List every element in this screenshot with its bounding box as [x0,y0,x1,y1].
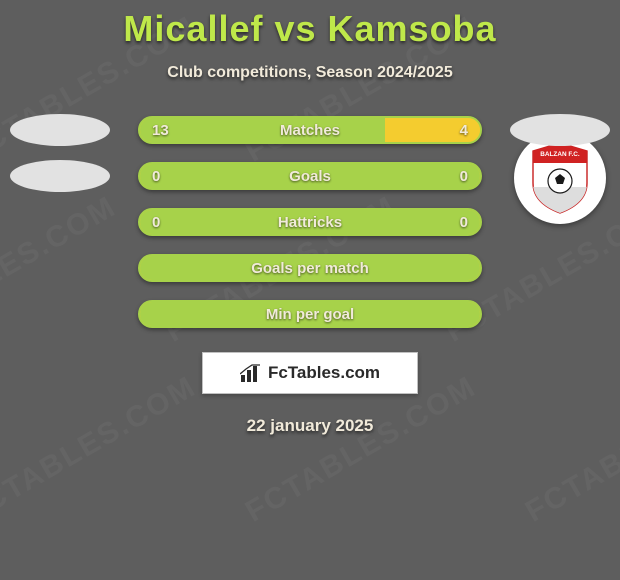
stat-label: Hattricks [140,210,480,234]
team-placeholder-left [10,114,110,146]
stat-label: Goals [140,164,480,188]
stat-bar: Min per goal [138,300,482,328]
comparison-rows: Matches134Goals00Hattricks00Goals per ma… [0,116,620,328]
date-line: 22 january 2025 [247,416,374,436]
stat-value-right: 0 [460,210,468,234]
stat-value-right: 0 [460,164,468,188]
stat-value-left: 13 [152,118,169,142]
stat-label: Goals per match [140,256,480,280]
stat-bar: Goals0 0 [138,162,482,190]
comparison-row: Hattricks0 0 [0,208,620,236]
stat-bar: Hattricks0 0 [138,208,482,236]
comparison-row: Min per goal [0,300,620,328]
content: Micallef vs Kamsoba Club competitions, S… [0,0,620,580]
stat-bar: Goals per match [138,254,482,282]
stat-label: Matches [140,118,480,142]
stat-value-right: 4 [460,118,468,142]
stat-label: Min per goal [140,302,480,326]
stat-value-left: 0 [152,210,160,234]
team-placeholder-left [10,160,110,192]
stat-value-left: 0 [152,164,160,188]
page-title: Micallef vs Kamsoba [123,8,496,50]
bars-icon [240,364,262,382]
page-subtitle: Club competitions, Season 2024/2025 [167,64,452,82]
comparison-row: Goals per match [0,254,620,282]
team-placeholder-right [510,114,610,146]
stat-bar: Matches13 4 [138,116,482,144]
fctables-watermark-box: FcTables.com [202,352,418,394]
fctables-label: FcTables.com [268,363,380,383]
